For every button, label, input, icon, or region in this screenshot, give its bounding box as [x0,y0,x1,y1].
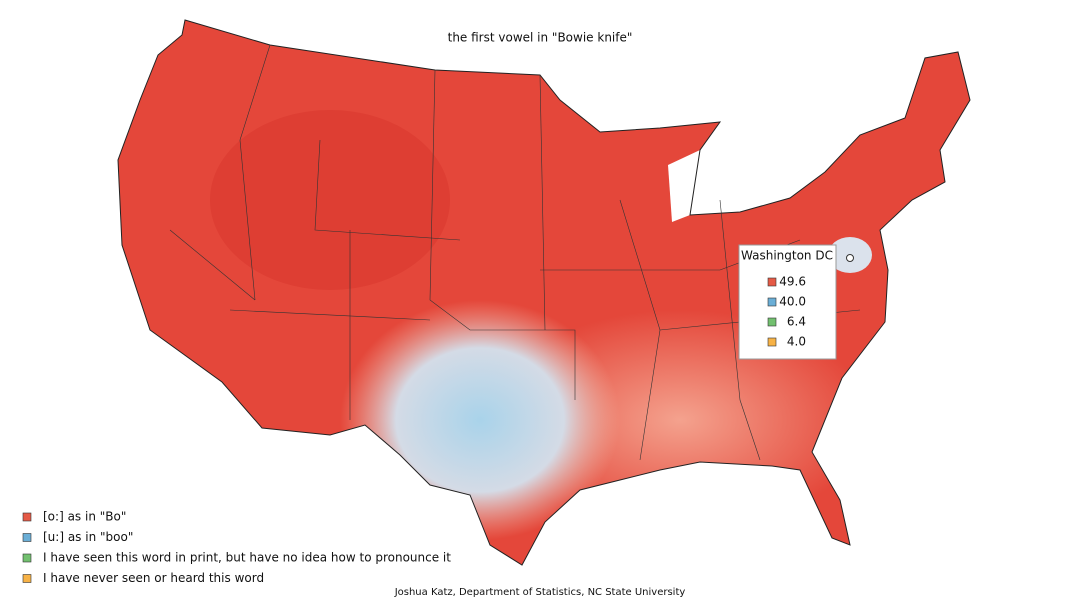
legend-swatch [22,512,32,522]
lake-michigan [668,150,700,222]
state-borders [169,44,861,461]
popup-title: Washington DC [741,249,833,263]
legend-label: [u:] as in "boo" [43,530,133,544]
credit: Joshua Katz, Department of Statistics, N… [394,587,686,598]
popup-box [738,244,837,360]
popup-value: 4.0 [787,335,806,349]
legend: [o:] as in "Bo" [u:] as in "boo" I have se… [22,510,451,585]
popup-value: 49.6 [779,275,806,289]
popup-swatch [767,277,777,287]
popup-value: 40.0 [779,295,806,309]
legend-swatch [22,533,32,542]
legend-label: I have never seen or heard this word [43,571,264,585]
popup-swatch [767,337,777,347]
popup: Washington DC 49.6 40.0 6.4 4.0 [738,244,837,360]
map-title: the first vowel in "Bowie knife" [448,31,633,45]
dc-marker[interactable] [846,254,854,262]
legend-label: I have seen this word in print, but have… [43,551,451,565]
popup-swatch [767,297,777,307]
popup-value: 6.4 [787,315,806,329]
legend-label: [o:] as in "Bo" [43,510,126,524]
legend-swatch [22,574,32,583]
popup-swatch [767,317,777,327]
legend-swatch [22,553,32,563]
